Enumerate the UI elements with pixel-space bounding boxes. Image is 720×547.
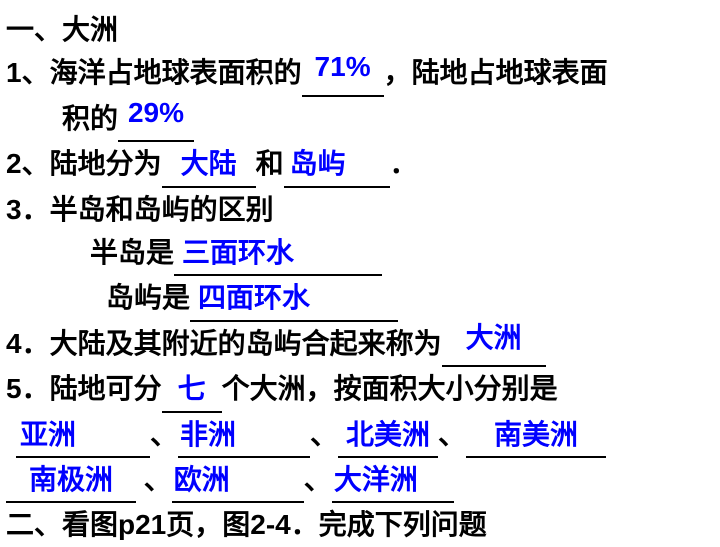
continent-6: 欧洲 <box>174 458 230 501</box>
q2-text-a: 2、陆地分为 <box>6 148 162 179</box>
q2-text-b: 和 <box>256 148 284 179</box>
continents-line1: 亚洲、非洲、北美洲、南美洲 <box>6 413 720 458</box>
q3-line2: 半岛是三面环水 <box>6 231 720 276</box>
q1-text-c: 积的 <box>62 103 118 134</box>
continent-3: 北美洲 <box>346 413 430 456</box>
q3-line1: 3．半岛和岛屿的区别 <box>6 188 720 231</box>
q1-answer-land: 29% <box>128 91 184 134</box>
q5-answer-count: 七 <box>178 367 206 410</box>
q5-text-a: 5．陆地可分 <box>6 373 162 404</box>
section2-title: 二、看图p21页，图2-4．完成下列问题 <box>6 503 720 546</box>
q4-line: 4．大陆及其附近的岛屿合起来称为大洲 <box>6 322 720 367</box>
continent-1: 亚洲 <box>20 413 76 456</box>
q1-text-b: ，陆地占地球表面 <box>384 57 608 88</box>
continent-4: 南美洲 <box>494 413 578 456</box>
q3-line3: 岛屿是四面环水 <box>6 276 720 321</box>
sep-2: 、 <box>310 419 338 450</box>
sep-5: 、 <box>304 464 332 495</box>
q2-text-c: ． <box>390 148 418 179</box>
continent-2: 非洲 <box>180 413 236 456</box>
q2-answer-2: 岛屿 <box>290 142 346 185</box>
q3-text-c: 岛屿是 <box>106 282 190 313</box>
q4-text-a: 4．大陆及其附近的岛屿合起来称为 <box>6 328 442 359</box>
q4-answer: 大洲 <box>466 316 522 359</box>
sep-3: 、 <box>438 419 466 450</box>
q5-text-b: 个大洲，按面积大小分别是 <box>222 373 558 404</box>
q3-text-b: 半岛是 <box>90 237 174 268</box>
q2-answer-1: 大陆 <box>181 142 237 185</box>
q2-line: 2、陆地分为大陆和岛屿 ． <box>6 142 720 187</box>
q3-answer-2: 四面环水 <box>198 276 310 319</box>
q1-answer-ocean: 71% <box>315 45 371 88</box>
sep-1: 、 <box>150 419 178 450</box>
q3-answer-1: 三面环水 <box>182 231 294 274</box>
q1-text-a: 1、海洋占地球表面积的 <box>6 57 302 88</box>
continent-5: 南极洲 <box>29 458 113 501</box>
q1-line2: 积的29% <box>6 97 720 142</box>
continents-line2: 南极洲 、欧洲、大洋洲 <box>6 458 720 503</box>
q1-line1: 1、海洋占地球表面积的71%，陆地占地球表面 <box>6 51 720 96</box>
sep-4: 、 <box>144 464 172 495</box>
q5-line: 5．陆地可分七个大洲，按面积大小分别是 <box>6 367 720 412</box>
continent-7: 大洋洲 <box>334 458 418 501</box>
